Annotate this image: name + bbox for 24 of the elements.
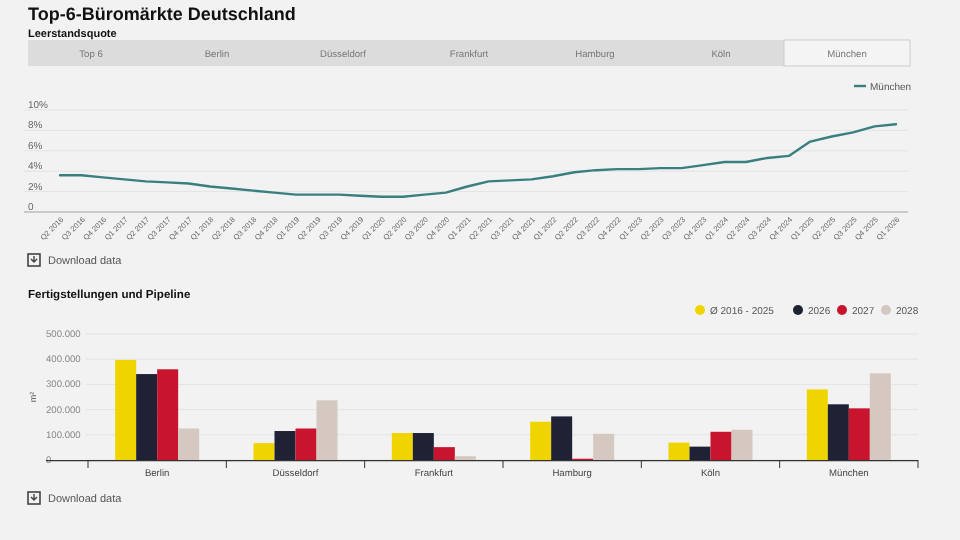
bar — [295, 428, 317, 460]
bar — [869, 373, 891, 460]
bar — [136, 374, 158, 460]
bar — [412, 433, 434, 460]
bar — [827, 404, 849, 460]
bar — [551, 416, 573, 460]
bar — [391, 433, 413, 460]
bar — [115, 359, 137, 460]
bar — [253, 443, 275, 460]
line-series — [58, 123, 898, 198]
bar — [710, 431, 732, 460]
bar — [274, 431, 296, 460]
bar — [848, 408, 870, 460]
bar — [806, 389, 828, 460]
bar — [593, 433, 615, 460]
bar — [178, 428, 200, 460]
bar — [316, 400, 338, 460]
bar — [668, 442, 690, 460]
bar — [157, 369, 179, 460]
chart-title: Top-6-Büromärkte Deutschland — [28, 4, 296, 24]
bar — [689, 446, 711, 460]
bar — [433, 447, 455, 460]
bar — [731, 429, 753, 460]
bar — [530, 421, 552, 460]
